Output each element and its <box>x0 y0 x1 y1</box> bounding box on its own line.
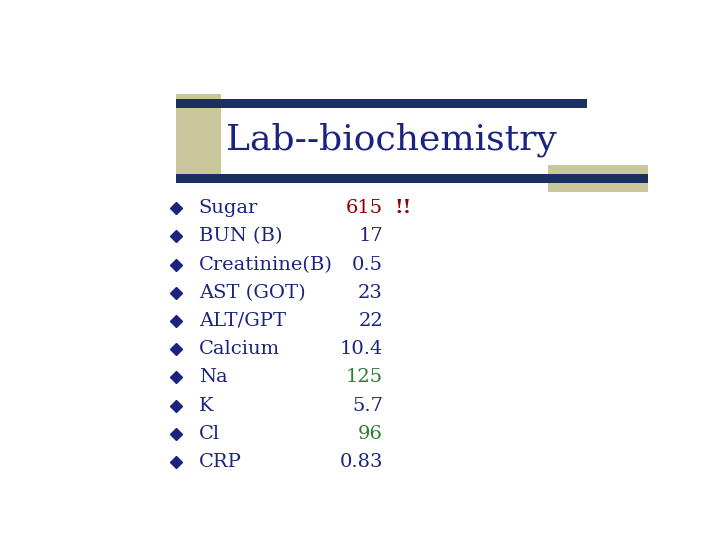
Bar <box>176 174 648 183</box>
Bar <box>547 165 648 192</box>
Text: 96: 96 <box>358 424 383 443</box>
Text: 125: 125 <box>346 368 383 386</box>
Text: Na: Na <box>199 368 228 386</box>
Text: 22: 22 <box>359 312 383 330</box>
Text: BUN (B): BUN (B) <box>199 227 282 246</box>
Text: K: K <box>199 396 213 415</box>
Text: 23: 23 <box>358 284 383 302</box>
Text: 10.4: 10.4 <box>340 340 383 358</box>
Text: 5.7: 5.7 <box>352 396 383 415</box>
Text: Lab--biochemistry: Lab--biochemistry <box>226 123 557 157</box>
Text: 17: 17 <box>359 227 383 246</box>
Text: Sugar: Sugar <box>199 199 258 217</box>
Bar <box>176 99 587 109</box>
Text: 0.83: 0.83 <box>339 453 383 471</box>
Text: ALT/GPT: ALT/GPT <box>199 312 286 330</box>
Text: AST (GOT): AST (GOT) <box>199 284 305 302</box>
Text: 615: 615 <box>346 199 383 217</box>
Text: Cl: Cl <box>199 424 220 443</box>
Text: 0.5: 0.5 <box>352 255 383 274</box>
Bar <box>176 94 221 177</box>
Text: Calcium: Calcium <box>199 340 280 358</box>
Text: !!: !! <box>394 199 411 217</box>
Text: CRP: CRP <box>199 453 242 471</box>
Text: Creatinine(B): Creatinine(B) <box>199 255 333 274</box>
